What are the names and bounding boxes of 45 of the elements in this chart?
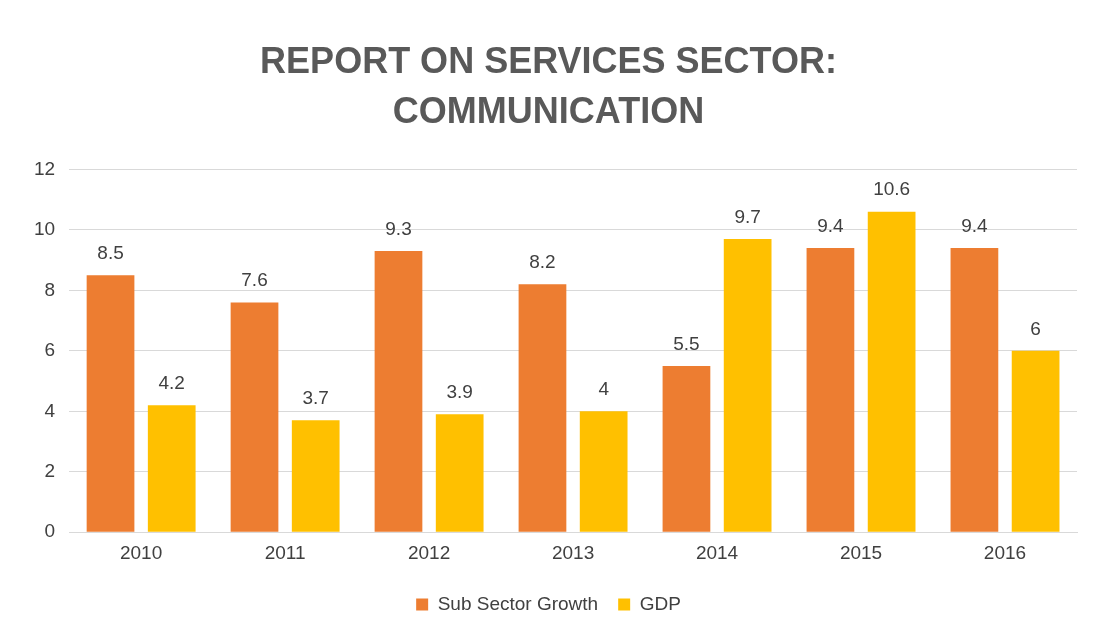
legend-label: Sub Sector Growth	[437, 592, 599, 614]
x-tick-label: 2011	[264, 541, 306, 563]
data-label: 9.4	[961, 214, 989, 236]
bar	[518, 284, 567, 532]
bar	[374, 251, 423, 532]
bar	[867, 211, 916, 532]
data-label: 9.4	[817, 214, 845, 236]
y-tick-label: 0	[44, 520, 56, 542]
bar	[579, 411, 628, 532]
bar	[291, 420, 340, 532]
bar	[662, 365, 711, 532]
y-tick-label: 12	[33, 157, 56, 179]
x-tick-label: 2012	[407, 541, 451, 563]
data-label: 7.6	[241, 269, 268, 291]
y-tick-label: 10	[33, 218, 56, 240]
bar	[806, 248, 855, 532]
y-tick-label: 4	[44, 399, 56, 421]
chart-title: REPORT ON SERVICES SECTOR: COMMUNICATION	[259, 39, 838, 133]
data-label: 8.2	[529, 251, 556, 273]
bar	[147, 405, 196, 532]
legend-label: GDP	[639, 592, 681, 614]
data-label: 9.3	[385, 217, 412, 239]
x-tick-label: 2013	[551, 541, 595, 563]
x-tick-label: 2016	[983, 541, 1027, 563]
x-tick-label: 2010	[119, 541, 163, 563]
data-label: 4.2	[158, 371, 185, 393]
y-tick-label: 6	[44, 339, 56, 361]
data-label: 3.9	[446, 381, 473, 403]
data-label: 5.5	[673, 332, 700, 354]
y-tick-label: 2	[44, 459, 56, 481]
bar	[86, 275, 135, 532]
data-label: 8.5	[97, 241, 124, 263]
bar	[723, 238, 772, 532]
bar	[435, 414, 484, 532]
data-label: 9.7	[734, 205, 761, 227]
bar	[950, 248, 999, 532]
data-label: 6	[1030, 317, 1041, 339]
x-tick-label: 2015	[839, 541, 883, 563]
y-tick-label: 8	[44, 278, 56, 300]
data-label: 4	[598, 378, 610, 399]
data-label: 3.7	[302, 387, 329, 409]
bar	[230, 302, 279, 532]
x-tick-label: 2014	[695, 541, 739, 563]
bar	[1011, 350, 1060, 532]
data-label: 10.6	[873, 178, 911, 200]
